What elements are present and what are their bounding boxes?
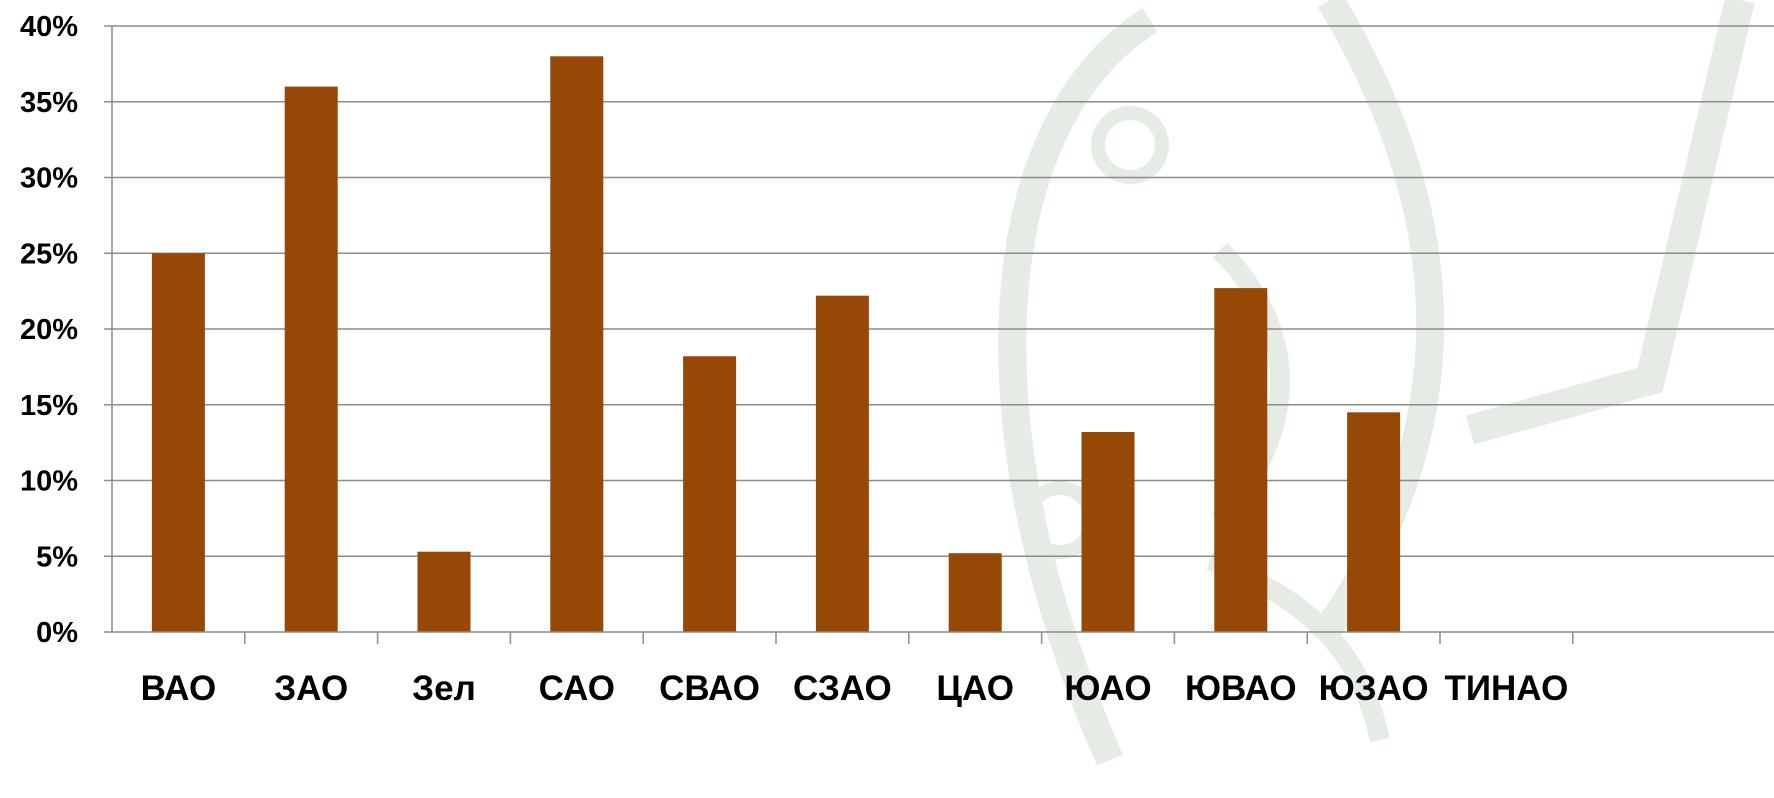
- y-tick-label: 35%: [20, 87, 78, 119]
- x-tick-label: ТИНАО: [1444, 669, 1568, 708]
- gridlines: [112, 25, 1774, 557]
- y-tick-labels: 0% 5% 10% 15% 20% 25% 30% 35% 40%: [20, 11, 78, 649]
- bar: [1347, 412, 1401, 632]
- x-tick-label: ЮАО: [1064, 669, 1151, 708]
- y-tick-label: 15%: [20, 390, 78, 422]
- x-tick-label: ЮВАО: [1185, 669, 1297, 708]
- x-tick-label: ЗАО: [274, 669, 348, 708]
- y-tick-label: 20%: [20, 314, 78, 346]
- x-tick-label: ЮЗАО: [1319, 669, 1429, 708]
- laurel-emblem-icon: [998, 0, 1755, 766]
- y-tick-label: 25%: [20, 238, 78, 270]
- bar: [815, 295, 869, 632]
- y-tick-label: 0%: [36, 617, 78, 649]
- bar: [284, 86, 338, 633]
- axes: [104, 25, 1774, 644]
- y-tick-label: 40%: [20, 11, 78, 43]
- x-tick-label: ЦАО: [936, 669, 1014, 708]
- bar: [550, 56, 604, 633]
- bar: [1214, 288, 1268, 632]
- bar: [417, 551, 471, 632]
- bar: [948, 553, 1002, 632]
- x-tick-labels: ВАО ЗАО Зел САО СВАО СЗАО ЦАО ЮАО ЮВАО ЮЗАО ТИНАО: [141, 669, 1569, 708]
- y-tick-label: 5%: [36, 541, 78, 573]
- x-tick-label: САО: [539, 669, 615, 708]
- x-tick-label: ВАО: [141, 669, 217, 708]
- bar: [683, 356, 737, 632]
- bar: [1081, 432, 1135, 632]
- x-tick-label: СВАО: [659, 669, 760, 708]
- x-tick-label: СЗАО: [793, 669, 892, 708]
- x-tick-label: Зел: [412, 669, 476, 708]
- y-tick-label: 30%: [20, 163, 78, 195]
- bar: [151, 253, 205, 632]
- bars: [151, 56, 1401, 633]
- y-tick-label: 10%: [20, 466, 78, 498]
